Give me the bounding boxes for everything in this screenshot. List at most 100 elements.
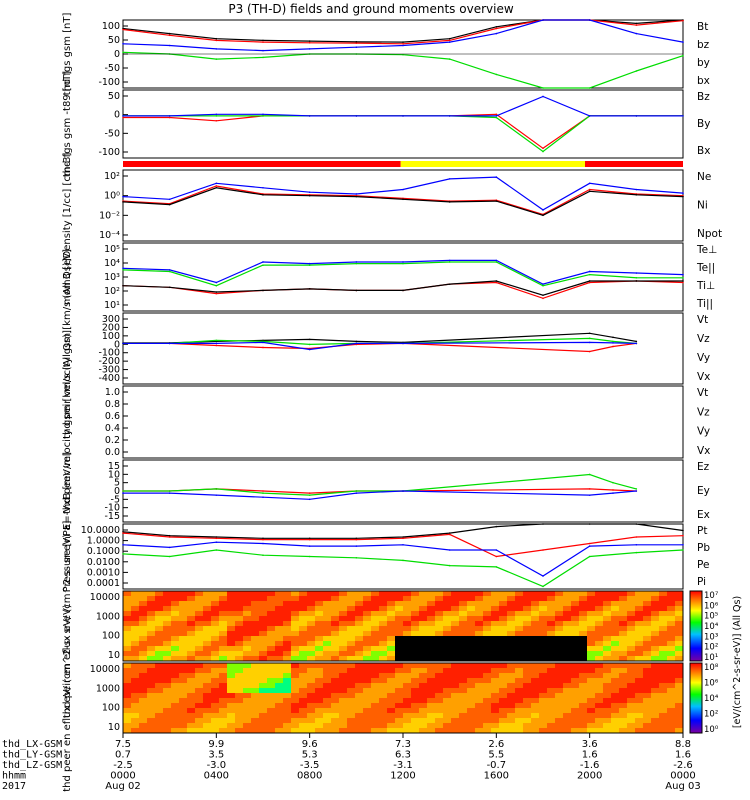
heatmap-cell: [635, 693, 644, 699]
heatmap-cell: [123, 611, 132, 617]
heatmap-cell: [243, 693, 252, 699]
heatmap-cell: [483, 611, 492, 617]
heatmap-cell: [243, 656, 252, 662]
heatmap-cell: [387, 631, 396, 637]
heatmap-cell: [419, 703, 428, 709]
heatmap-cell: [219, 688, 228, 694]
heatmap-cell: [635, 656, 644, 662]
heatmap-cell: [179, 708, 188, 714]
x-tick-label: -3.0: [207, 760, 227, 771]
x-tick-label: 0000: [110, 771, 135, 782]
heatmap-cell: [195, 708, 204, 714]
heatmap-cell: [323, 636, 332, 642]
heatmap-cell: [659, 703, 668, 709]
heatmap-cell: [307, 678, 316, 684]
heatmap-cell: [307, 683, 316, 689]
panel-frame: [122, 312, 684, 385]
heatmap-cell: [523, 688, 532, 694]
data-point: [355, 115, 358, 117]
heatmap-cell: [179, 631, 188, 637]
heatmap-cell: [547, 616, 556, 622]
heatmap-cell: [299, 621, 308, 627]
heatmap-cell: [235, 693, 244, 699]
heatmap-cell: [579, 688, 588, 694]
heatmap-cell: [403, 626, 412, 632]
heatmap-cell: [675, 601, 684, 607]
data-point: [542, 19, 544, 21]
data-point: [262, 346, 264, 349]
heatmap-cell: [419, 606, 428, 612]
heatmap-cell: [387, 591, 396, 597]
heatmap-cell: [379, 591, 388, 597]
heatmap-cell: [371, 693, 380, 699]
data-point: [495, 116, 498, 119]
heatmap-cell: [459, 703, 468, 709]
heatmap-cell: [211, 668, 220, 674]
panel-frame: [122, 523, 684, 590]
data-point: [308, 545, 311, 547]
heatmap-cell: [267, 708, 276, 714]
heatmap-cell: [443, 713, 452, 719]
heatmap-cell: [515, 713, 524, 719]
heatmap-cell: [227, 606, 236, 612]
heatmap-cell: [523, 596, 532, 602]
heatmap-cell: [291, 646, 300, 652]
heatmap-cell: [139, 708, 148, 714]
heatmap-cell: [635, 718, 644, 724]
heatmap-cell: [427, 641, 436, 647]
heatmap-cell: [467, 728, 476, 734]
heatmap-cell: [235, 601, 244, 607]
heatmap-cell: [147, 616, 156, 622]
data-point: [262, 554, 264, 556]
heatmap-cell: [323, 641, 332, 647]
heatmap-cell: [171, 656, 180, 662]
heatmap-cell: [571, 703, 580, 709]
heatmap-cell: [331, 713, 340, 719]
heatmap-cell: [283, 641, 292, 647]
heatmap-cell: [459, 601, 468, 607]
heatmap-cell: [571, 693, 580, 699]
heatmap-cell: [547, 611, 556, 617]
heatmap-cell: [235, 636, 244, 642]
x-tick-label: -3.5: [300, 760, 320, 771]
heatmap-cell: [483, 646, 492, 652]
heatmap-cell: [427, 631, 436, 637]
heatmap-cell: [667, 646, 676, 652]
data-point: [355, 46, 358, 48]
heatmap-cell: [435, 616, 444, 622]
heatmap-cell: [251, 596, 260, 602]
heatmap-cell: [435, 641, 444, 647]
heatmap-cell: [491, 641, 500, 647]
heatmap-cell: [275, 601, 284, 607]
heatmap-cell: [339, 728, 348, 734]
heatmap-cell: [299, 688, 308, 694]
heatmap-cell: [347, 728, 356, 734]
heatmap-cell: [147, 626, 156, 632]
heatmap-cell: [483, 651, 492, 657]
y-axis-label: thd fgs gsm -t89 [nT]: [62, 71, 73, 177]
heatmap-cell: [163, 728, 172, 734]
heatmap-cell: [531, 631, 540, 637]
heatmap-cell: [403, 683, 412, 689]
legend-entry: Vz: [697, 333, 710, 345]
heatmap-cell: [291, 596, 300, 602]
y-tick-label: -50: [104, 63, 120, 74]
heatmap-cell: [331, 596, 340, 602]
data-point: [262, 186, 264, 189]
heatmap-cell: [443, 591, 452, 597]
heatmap-cell: [491, 626, 500, 632]
heatmap-cell: [611, 713, 620, 719]
data-point: [308, 191, 311, 193]
x-tick-label: 3.6: [582, 739, 598, 750]
heatmap-cell: [595, 606, 604, 612]
heatmap-cell: [267, 651, 276, 657]
data-point: [588, 182, 591, 185]
heatmap-cell: [643, 641, 652, 647]
heatmap-cell: [171, 673, 180, 679]
x-tick-label: 1200: [390, 771, 415, 782]
data-point: [448, 115, 451, 117]
data-point: [168, 116, 171, 119]
heatmap-cell: [483, 621, 492, 627]
heatmap-cell: [563, 693, 572, 699]
heatmap-cell: [323, 621, 332, 627]
